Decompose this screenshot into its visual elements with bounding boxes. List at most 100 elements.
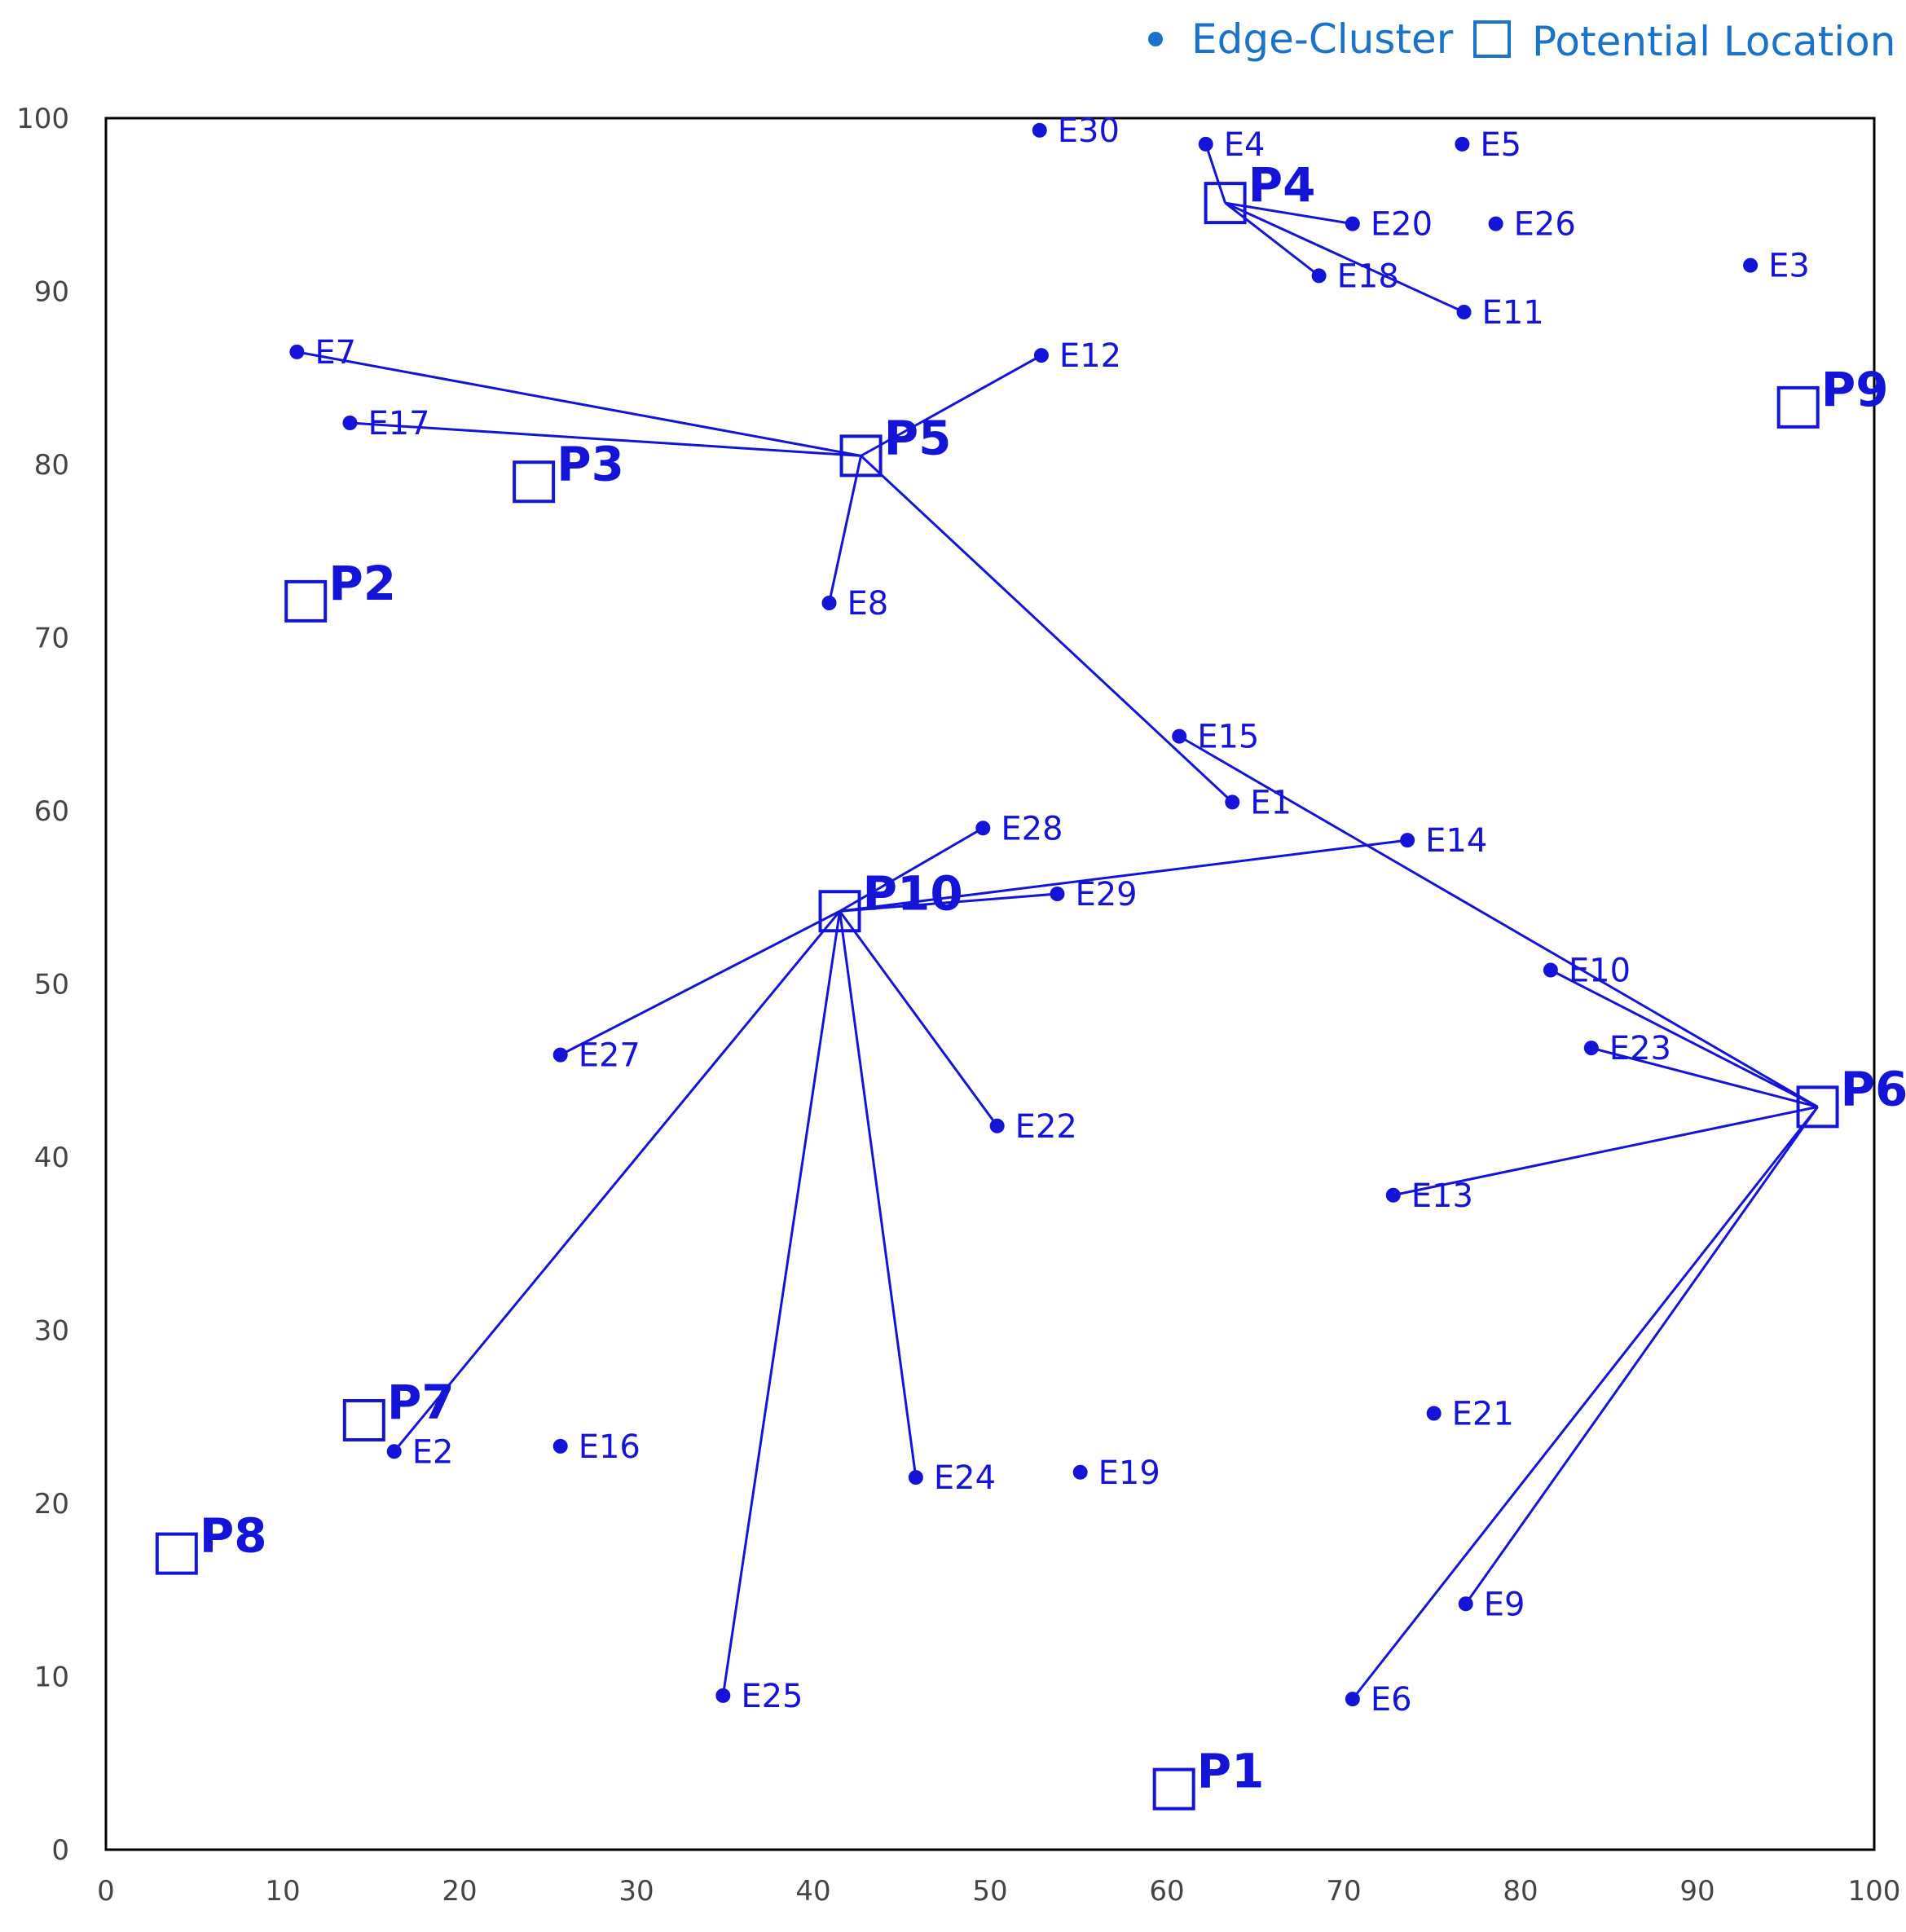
edge-cluster-label-e24: E24 <box>934 1459 996 1497</box>
edge-cluster-label-e5: E5 <box>1480 126 1521 164</box>
x-tick-label: 100 <box>1848 1875 1901 1908</box>
location-label-p7: P7 <box>387 1375 455 1430</box>
edge-cluster-label-e13: E13 <box>1411 1177 1473 1215</box>
connection-line-p4-e11 <box>1224 201 1465 314</box>
edge-cluster-label-e17: E17 <box>368 405 429 442</box>
y-tick-label: 50 <box>34 969 69 1001</box>
x-tick-label: 60 <box>1149 1875 1184 1908</box>
connection-line-p5-e12 <box>860 354 1042 457</box>
connection-line-p4-e18 <box>1224 201 1320 277</box>
edge-cluster-label-e28: E28 <box>1001 810 1063 847</box>
edge-cluster-label-e4: E4 <box>1224 126 1266 164</box>
edge-cluster-label-e16: E16 <box>579 1428 640 1466</box>
edge-clusters: E1 E2 E3 E4 E5 E6 E7 E8 E9 E10 E11 E12 E13 E14 E15 E16 E… <box>289 112 1810 1719</box>
edge-cluster-label-e19: E19 <box>1098 1455 1160 1492</box>
x-tick-label: 10 <box>265 1875 300 1908</box>
y-tick-label: 100 <box>16 103 69 135</box>
edge-cluster-label-e14: E14 <box>1425 822 1487 860</box>
y-tick-label: 0 <box>51 1834 69 1867</box>
edge-cluster-label-e21: E21 <box>1452 1396 1514 1433</box>
legend: Edge-Cluster Potential Location <box>1148 15 1895 65</box>
edge-cluster-point-e4 <box>1198 136 1213 152</box>
connection-line-p6-e23 <box>1591 1046 1818 1108</box>
edge-cluster-label-e7: E7 <box>315 334 356 372</box>
edge-cluster-point-e20 <box>1345 216 1360 231</box>
edge-cluster-point-e28 <box>975 821 991 836</box>
x-tick-label: 70 <box>1326 1875 1361 1908</box>
connection-line-p10-e28 <box>839 826 984 913</box>
connection-line-p6-e9 <box>1464 1106 1819 1605</box>
edge-cluster-point-e14 <box>1400 833 1415 848</box>
edge-cluster-label-e12: E12 <box>1059 337 1121 375</box>
edge-cluster-point-e3 <box>1743 257 1759 273</box>
edge-cluster-label-e23: E23 <box>1609 1030 1671 1067</box>
connection-line-p5-e1 <box>860 455 1234 803</box>
location-marker-p7 <box>342 1399 385 1441</box>
edge-cluster-point-e10 <box>1543 962 1558 978</box>
connection-lines <box>297 143 1819 1701</box>
edge-cluster-label-e6: E6 <box>1371 1681 1412 1719</box>
edge-cluster-label-e8: E8 <box>847 585 889 623</box>
location-label-p1: P1 <box>1197 1744 1265 1799</box>
location-label-p3: P3 <box>557 436 624 491</box>
edge-cluster-point-e13 <box>1385 1187 1401 1203</box>
edge-cluster-point-e12 <box>1033 348 1049 363</box>
edge-cluster-point-e16 <box>552 1438 568 1454</box>
edge-cluster-point-e27 <box>552 1047 568 1063</box>
connection-line-p6-e10 <box>1550 969 1819 1108</box>
y-tick-label: 20 <box>34 1488 69 1521</box>
edge-cluster-point-e23 <box>1583 1041 1599 1056</box>
y-tick-label: 90 <box>34 276 69 309</box>
y-tick-label: 80 <box>34 449 69 482</box>
x-tick-label: 20 <box>442 1875 477 1908</box>
edge-cluster-label-e2: E2 <box>412 1433 454 1471</box>
edge-cluster-point-e26 <box>1488 216 1503 231</box>
x-tick-label: 40 <box>795 1875 830 1908</box>
edge-cluster-point-e19 <box>1072 1464 1088 1480</box>
location-marker-p2 <box>284 579 328 623</box>
connection-line-p4-e20 <box>1225 201 1354 226</box>
connection-line-p4-e4 <box>1204 143 1227 204</box>
edge-cluster-label-e29: E29 <box>1075 876 1137 913</box>
edge-cluster-label-e18: E18 <box>1337 257 1399 295</box>
location-label-p8: P8 <box>200 1508 267 1564</box>
edge-cluster-point-e8 <box>821 596 837 610</box>
edge-cluster-point-e17 <box>342 416 358 430</box>
x-tick-label: 30 <box>618 1875 654 1908</box>
location-marker-p6 <box>1796 1085 1839 1129</box>
location-marker-p9 <box>1776 385 1820 429</box>
edge-cluster-label-e30: E30 <box>1058 112 1120 150</box>
y-tick-label: 10 <box>34 1661 69 1694</box>
edge-cluster-point-e24 <box>908 1470 923 1485</box>
location-label-p5: P5 <box>884 410 952 465</box>
edge-cluster-label-e26: E26 <box>1514 206 1576 244</box>
edge-cluster-point-e21 <box>1426 1406 1442 1421</box>
edge-cluster-label-e20: E20 <box>1371 206 1433 244</box>
connection-line-p10-e29 <box>839 892 1058 913</box>
location-label-p2: P2 <box>328 556 396 611</box>
location-marker-p4 <box>1204 182 1247 225</box>
edge-cluster-point-e29 <box>1050 887 1065 901</box>
edge-cluster-label-e27: E27 <box>579 1037 640 1075</box>
connection-line-p10-e27 <box>560 909 841 1056</box>
connection-line-p5-e7 <box>297 350 861 457</box>
x-tick-label: 0 <box>97 1875 115 1908</box>
location-marker-p5 <box>839 434 883 477</box>
edge-cluster-point-e11 <box>1456 305 1472 319</box>
x-tick-label: 80 <box>1503 1875 1538 1908</box>
location-marker-p10 <box>818 890 861 933</box>
edge-cluster-point-e15 <box>1172 728 1187 744</box>
location-marker-p3 <box>513 460 556 504</box>
connection-line-p10-e14 <box>839 838 1408 913</box>
location-label-p4: P4 <box>1248 157 1316 213</box>
edge-cluster-point-e7 <box>289 344 305 359</box>
x-tick-label: 90 <box>1679 1875 1715 1908</box>
edge-cluster-point-e9 <box>1458 1596 1473 1612</box>
axis-ticks: 0 10 20 30 40 50 60 70 80 90 100 0 10 20 30 40 50 60 70 80 9… <box>16 103 1900 1908</box>
y-tick-label: 70 <box>34 623 69 655</box>
potential-locations: P1 P2 P3 P4 P5 P6 P7 P8 P9 P10 <box>155 157 1906 1811</box>
edge-cluster-point-e1 <box>1225 794 1240 810</box>
connection-line-p10-e2 <box>393 910 841 1453</box>
edge-cluster-label-e10: E10 <box>1569 953 1631 990</box>
edge-cluster-point-e5 <box>1455 136 1470 152</box>
